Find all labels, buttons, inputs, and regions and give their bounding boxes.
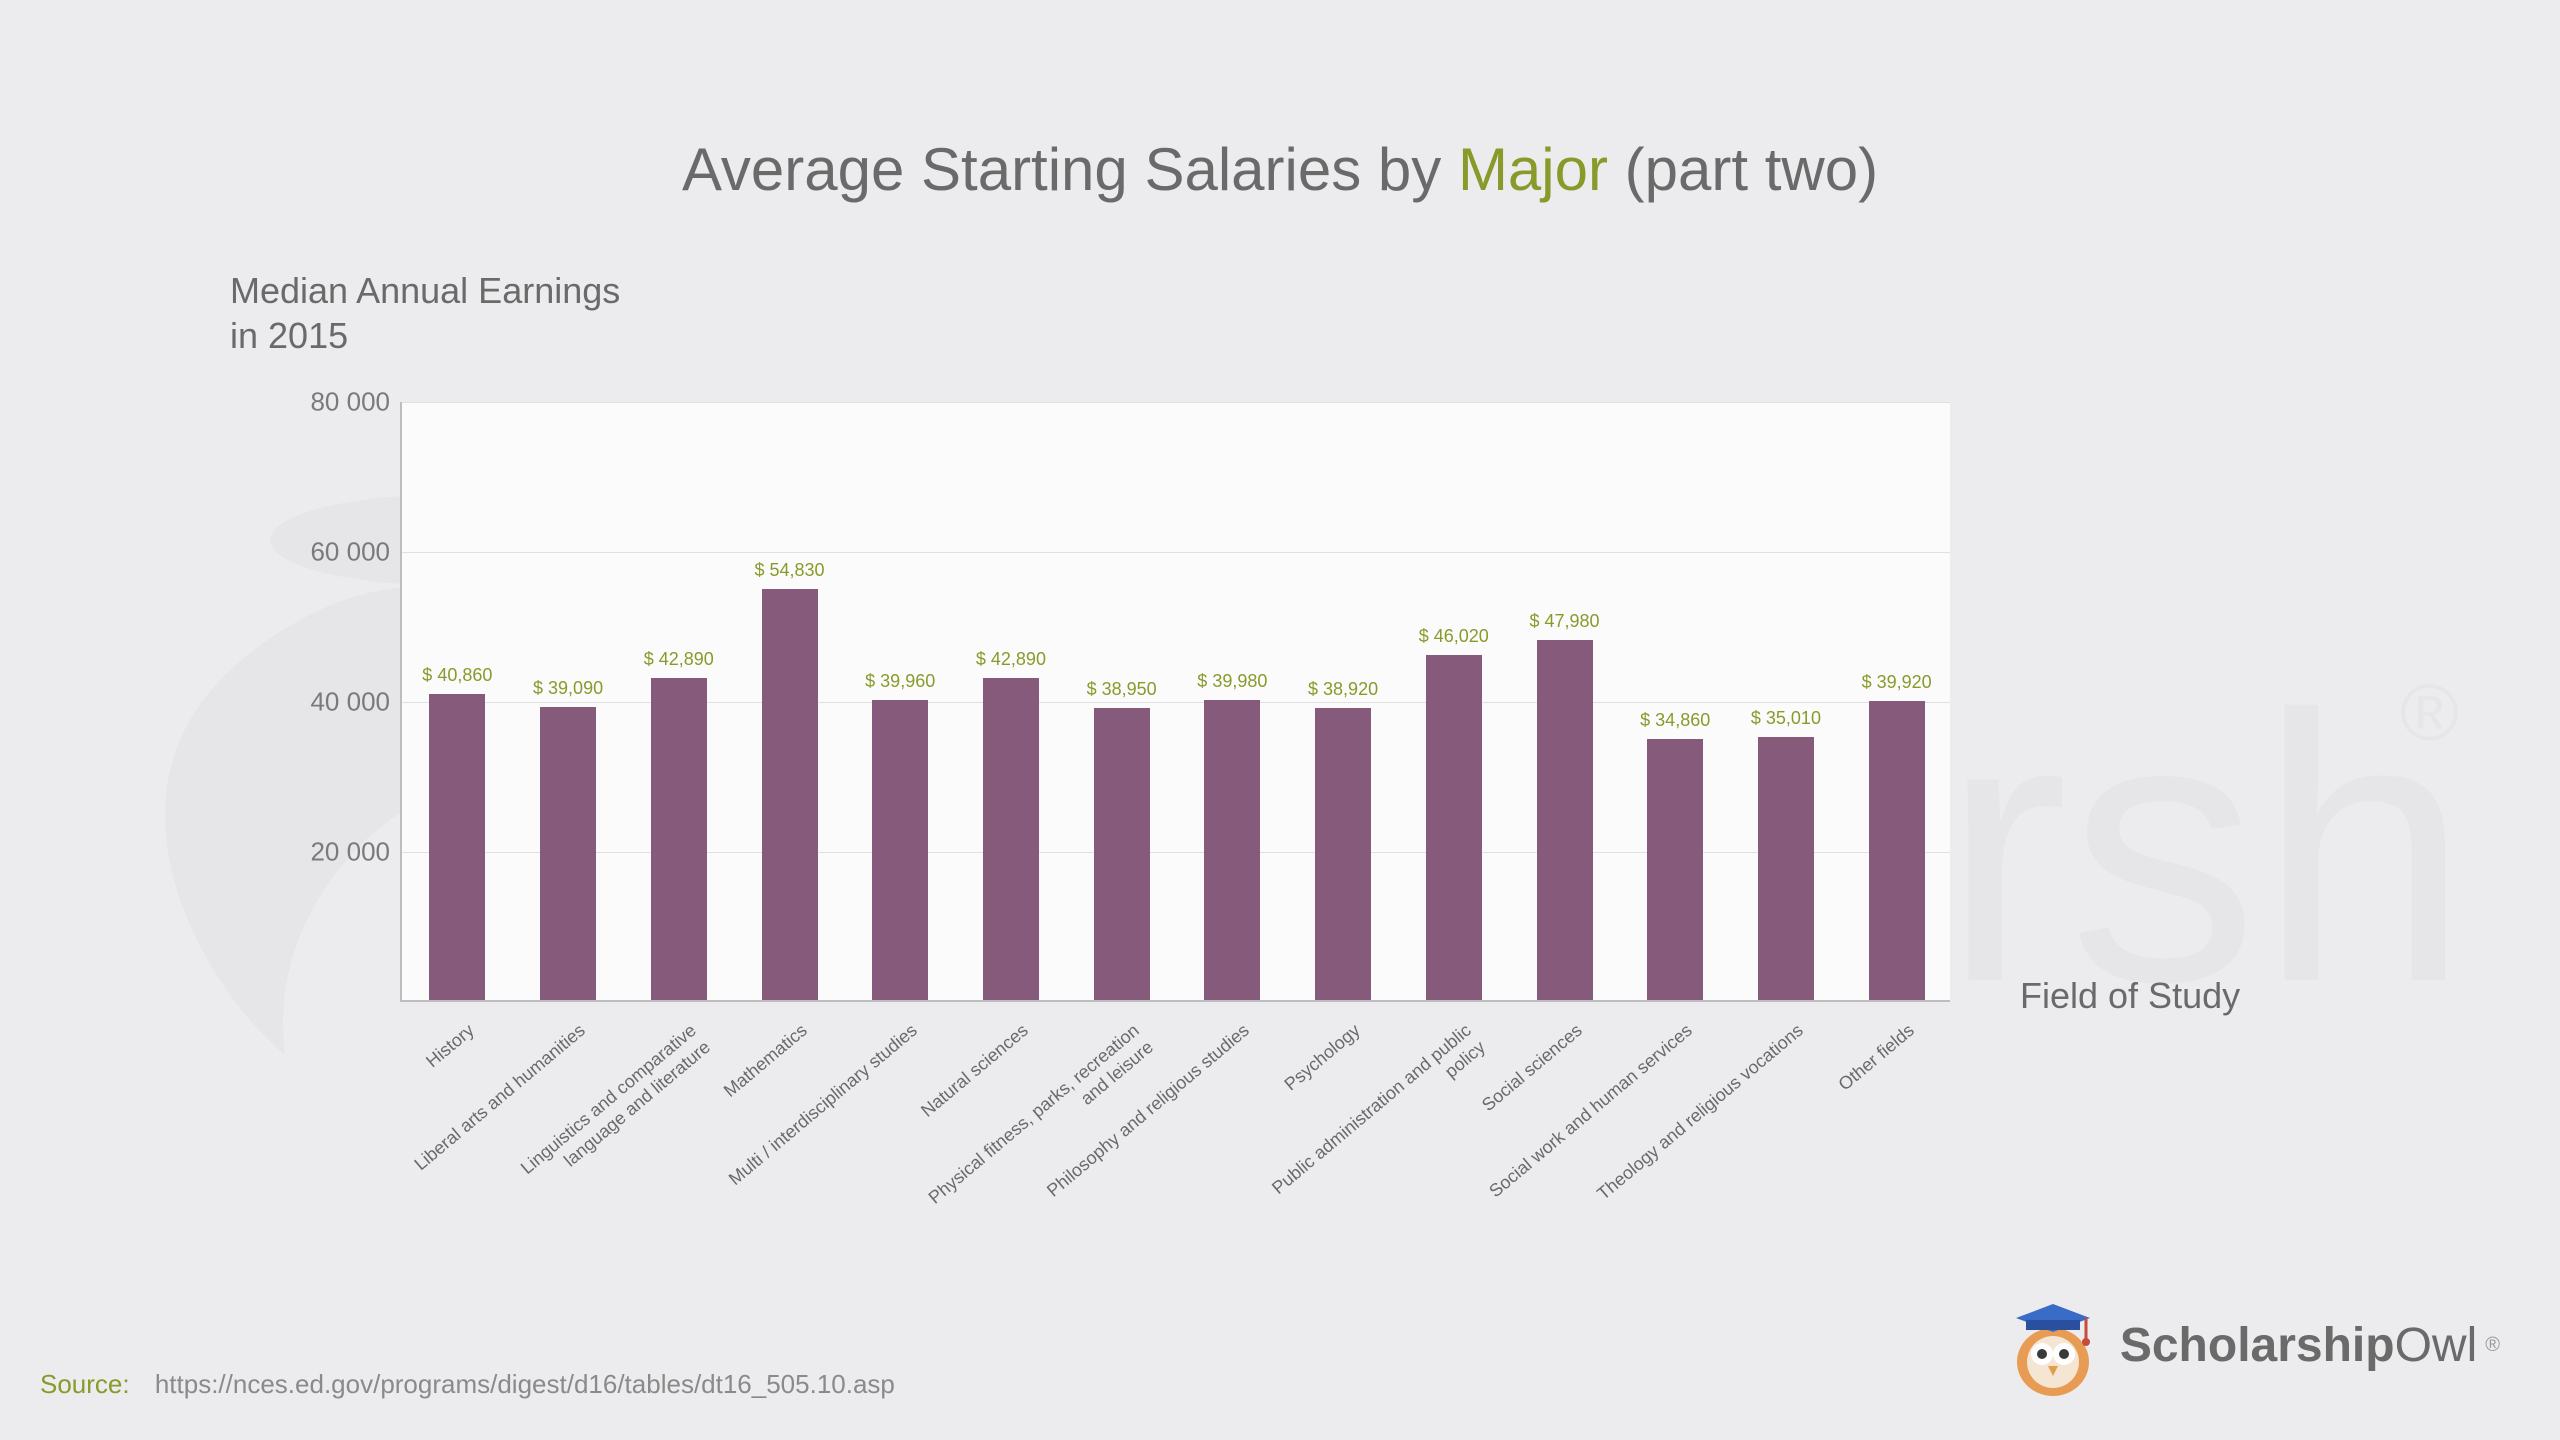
y-tick-label: 40 000 <box>270 687 390 718</box>
title-prefix: Average Starting Salaries by <box>682 136 1458 203</box>
category-label: Liberal arts and humanities <box>346 1020 590 1229</box>
brand-logo: ScholarshipOwl ® <box>1998 1290 2500 1400</box>
bar <box>1869 701 1925 1000</box>
source-label: Source: <box>40 1369 130 1399</box>
bar-value-label: $ 35,010 <box>1751 708 1821 729</box>
bar <box>872 700 928 1000</box>
title-accent: Major <box>1458 136 1608 203</box>
bar-value-label: $ 42,890 <box>644 649 714 670</box>
bar <box>1647 739 1703 1000</box>
bar-chart: $ 40,860 $ 39,090 $ 42,890 $ 54,830 $ 39,960… <box>400 402 1950 1002</box>
registered-mark: ® <box>2485 1334 2500 1357</box>
bar-value-label: $ 34,860 <box>1640 710 1710 731</box>
category-label: Social work and human services <box>1453 1020 1697 1229</box>
bar <box>1315 708 1371 1000</box>
y-axis-label: Median Annual Earnings in 2015 <box>230 268 620 358</box>
category-label: Other fields <box>1675 1020 1919 1229</box>
category-label: History <box>236 1020 480 1229</box>
bar <box>540 707 596 1000</box>
svg-text:®: ® <box>2400 668 2459 757</box>
bar <box>762 589 818 1000</box>
bar-value-label: $ 38,950 <box>1087 679 1157 700</box>
y-tick-label: 60 000 <box>270 537 390 568</box>
bar-value-label: $ 54,830 <box>754 560 824 581</box>
bar-value-label: $ 46,020 <box>1419 626 1489 647</box>
category-label: Psychology <box>1121 1020 1365 1229</box>
bar <box>983 678 1039 1000</box>
category-label: Natural sciences <box>789 1020 1033 1229</box>
bar <box>1537 640 1593 1000</box>
gridline <box>402 402 1950 403</box>
category-label: Theology and religious vocations <box>1564 1020 1808 1229</box>
bar-value-label: $ 39,090 <box>533 678 603 699</box>
bar-value-label: $ 40,860 <box>422 665 492 686</box>
brand-name: ScholarshipOwl <box>2120 1318 2477 1373</box>
bar-value-label: $ 42,890 <box>976 649 1046 670</box>
bar-value-label: $ 39,960 <box>865 671 935 692</box>
y-tick-label: 80 000 <box>270 387 390 418</box>
bar <box>1758 737 1814 1000</box>
bar <box>1094 708 1150 1000</box>
bar <box>1426 655 1482 1000</box>
bar <box>429 694 485 1000</box>
title-suffix: (part two) <box>1608 136 1878 203</box>
gridline <box>402 702 1950 703</box>
bar <box>1204 700 1260 1000</box>
y-tick-label: 20 000 <box>270 837 390 868</box>
gridline <box>402 852 1950 853</box>
owl-logo-icon <box>1998 1290 2108 1400</box>
source-citation: Source: https://nces.ed.gov/programs/dig… <box>40 1369 895 1400</box>
chart-title: Average Starting Salaries by Major (part… <box>682 135 1878 204</box>
category-label: Multi / interdisciplinary studies <box>678 1020 922 1229</box>
source-url: https://nces.ed.gov/programs/digest/d16/… <box>155 1369 895 1399</box>
bar-value-label: $ 47,980 <box>1529 611 1599 632</box>
bar-value-label: $ 38,920 <box>1308 679 1378 700</box>
bar-value-label: $ 39,980 <box>1197 671 1267 692</box>
bar <box>651 678 707 1000</box>
x-axis-label: Field of Study <box>2020 975 2240 1017</box>
gridline <box>402 552 1950 553</box>
plot-background: $ 40,860 $ 39,090 $ 42,890 $ 54,830 $ 39,960… <box>400 402 1950 1002</box>
bar-value-label: $ 39,920 <box>1862 672 1932 693</box>
